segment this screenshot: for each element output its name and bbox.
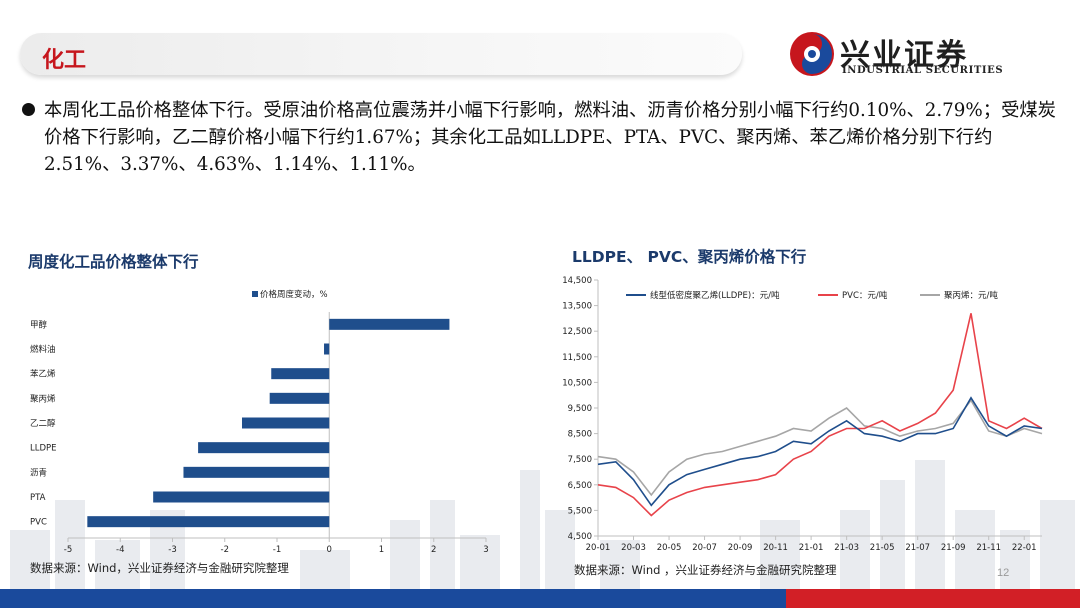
line-x-tick-label: 21-11 xyxy=(976,543,1001,553)
logo-name-en: INDUSTRIAL SECURITIES xyxy=(842,65,1004,76)
line-y-tick-label: 13,500 xyxy=(562,302,592,312)
right-chart-title: LLDPE、 PVC、聚丙烯价格下行 xyxy=(572,248,807,266)
bar-category-label: PTA xyxy=(30,493,46,503)
line-x-tick-label: 21-09 xyxy=(941,543,966,553)
bar-category-label: 沥青 xyxy=(30,467,47,478)
line-y-tick-label: 9,500 xyxy=(568,404,592,414)
line-x-tick-label: 20-05 xyxy=(657,543,682,553)
line-y-tick-label: 8,500 xyxy=(568,430,592,440)
line-y-tick-label: 14,500 xyxy=(562,276,592,286)
company-logo: 兴业证券 INDUSTRIAL SECURITIES xyxy=(788,30,1003,78)
line-x-tick-label: 21-03 xyxy=(834,543,859,553)
line-x-tick-label: 20-11 xyxy=(763,543,788,553)
page-title: 化工 xyxy=(42,48,87,73)
bar-x-tick-label: -5 xyxy=(64,545,72,555)
bar-category-label: PVC xyxy=(30,518,47,528)
bullet-dot-icon xyxy=(22,103,35,116)
line-legend-item: PVC：元/吨 xyxy=(818,290,888,301)
bar-乙二醇 xyxy=(241,417,330,429)
logo-mark-icon xyxy=(790,32,834,76)
line-x-tick-label: 21-07 xyxy=(905,543,930,553)
bar-legend: 价格周度变动，% xyxy=(252,289,328,300)
bar-燃料油 xyxy=(324,343,330,355)
line-legend-label: 线型低密度聚乙烯(LLDPE)：元/吨 xyxy=(650,290,780,301)
bar-category-label: 甲醇 xyxy=(30,319,48,330)
bar-PVC xyxy=(87,516,330,528)
page-number: 12 xyxy=(997,567,1010,579)
line-x-tick-label: 21-01 xyxy=(799,543,824,553)
logo-name-cn: 兴业证券 xyxy=(840,38,968,73)
bar-LLDPE xyxy=(198,442,330,454)
bar-category-label: 苯乙烯 xyxy=(30,369,56,380)
footer-bar-red xyxy=(786,589,1080,608)
bar-x-tick-label: 2 xyxy=(431,545,436,555)
line-y-tick-label: 4,500 xyxy=(568,532,592,542)
footer-bar-blue xyxy=(0,589,786,608)
line-y-tick-label: 5,500 xyxy=(568,506,592,516)
line-x-tick-label: 20-03 xyxy=(621,543,646,553)
line-legend-label: 聚丙烯：元/吨 xyxy=(944,290,998,301)
bar-沥青 xyxy=(183,466,330,478)
bar-category-label: 燃料油 xyxy=(30,344,56,355)
bar-category-label: 聚丙烯 xyxy=(30,393,56,404)
bar-x-tick-label: 0 xyxy=(327,545,332,555)
bar-甲醇 xyxy=(329,318,450,330)
series-line-2 xyxy=(597,398,1043,497)
bar-x-tick-label: -2 xyxy=(221,545,229,555)
line-x-tick-label: 20-09 xyxy=(728,543,753,553)
left-source-note: 数据来源：Wind，兴业证券经济与金融研究院整理 xyxy=(30,561,289,575)
bar-苯乙烯 xyxy=(271,368,330,380)
line-chart: 4,500 5,500 6,500 7,500 8,500 9,500 10,500 11,5… xyxy=(562,276,1043,553)
bar-x-tick-label: -4 xyxy=(116,545,124,555)
summary-text: 本周化工品价格整体下行。受原油价格高位震荡并小幅下行影响，燃料油、沥青价格分别小… xyxy=(44,100,1056,175)
line-y-tick-label: 11,500 xyxy=(562,353,592,363)
footer-bar xyxy=(0,589,1080,608)
bar-legend-swatch xyxy=(252,291,258,297)
title-band xyxy=(20,33,742,75)
series-line-0 xyxy=(597,396,1043,507)
line-y-tick-label: 12,500 xyxy=(562,327,592,337)
line-legend-item: 聚丙烯：元/吨 xyxy=(920,290,998,301)
line-y-tick-label: 7,500 xyxy=(568,455,592,465)
line-legend-item: 线型低密度聚乙烯(LLDPE)：元/吨 xyxy=(626,290,780,301)
right-source-note: 数据来源：Wind ，兴业证券经济与金融研究院整理 xyxy=(574,563,837,577)
bar-聚丙烯 xyxy=(269,392,330,404)
bar-PTA xyxy=(153,491,330,503)
line-x-tick-label: 22-01 xyxy=(1012,543,1037,553)
bar-category-label: LLDPE xyxy=(30,444,57,454)
line-x-tick-label: 20-07 xyxy=(692,543,717,553)
bar-x-tick-label: 3 xyxy=(483,545,488,555)
line-y-tick-label: 6,500 xyxy=(568,481,592,491)
bar-x-tick-label: -1 xyxy=(273,545,281,555)
series-line-1 xyxy=(597,313,1043,517)
left-chart-title: 周度化工品价格整体下行 xyxy=(28,253,199,271)
bar-x-tick-label: -3 xyxy=(168,545,176,555)
line-x-tick-label: 20-01 xyxy=(586,543,611,553)
bar-category-label: 乙二醇 xyxy=(30,418,56,429)
line-y-tick-label: 10,500 xyxy=(562,378,592,388)
line-legend-label: PVC：元/吨 xyxy=(842,290,888,301)
line-x-tick-label: 21-05 xyxy=(870,543,895,553)
bar-x-tick-label: 1 xyxy=(379,545,384,555)
bar-legend-label: 价格周度变动，% xyxy=(260,289,328,300)
summary-bullet: 本周化工品价格整体下行。受原油价格高位震荡并小幅下行影响，燃料油、沥青价格分别小… xyxy=(22,97,1062,178)
